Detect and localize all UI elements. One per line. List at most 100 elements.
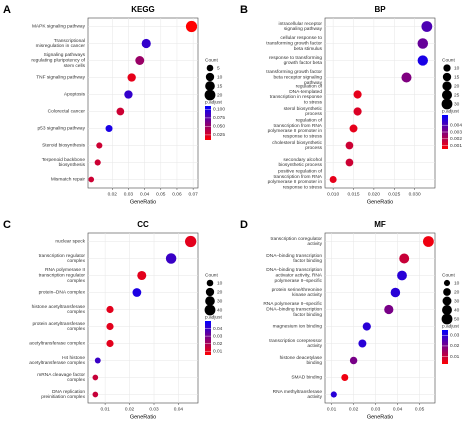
x-tick-label: 0.02 [125, 406, 135, 412]
category-label: histone acetyltransferase complex [32, 304, 86, 315]
dot [353, 107, 362, 116]
dot [341, 373, 349, 382]
dot [417, 55, 428, 66]
color-legend-title: p.adjust [205, 99, 222, 105]
x-tick-label: 0.07 [188, 191, 198, 197]
size-legend-label: 20 [217, 289, 223, 295]
x-tick-label: 0.01 [100, 406, 110, 412]
color-tick-label: 0.002 [450, 136, 462, 142]
category-label: Terpenoid backbone biosynthesis [42, 157, 86, 168]
category-label: positive regulation of transcription from… [268, 169, 323, 191]
size-legend-label: 10 [217, 74, 223, 80]
size-legend-dot [204, 304, 216, 316]
x-tick-label: 0.04 [393, 406, 403, 412]
dot [94, 357, 101, 364]
dot [417, 38, 429, 49]
category-label: transcription regulator complex [39, 253, 86, 264]
category-label: TNF signaling pathway [36, 75, 85, 81]
color-legend-title: p.adjust [205, 314, 222, 320]
dot [397, 270, 407, 281]
x-axis-label: GeneRatio [367, 199, 393, 205]
category-label: RNA polymerase II–specific DNA–binding tr… [263, 301, 322, 318]
plot-area [324, 17, 436, 189]
x-tick-label: 0.03 [371, 406, 381, 412]
x-tick-label: 0.06 [172, 191, 182, 197]
color-tick-label: 0.075 [213, 115, 225, 121]
dot [96, 142, 103, 149]
size-legend-dot [441, 98, 453, 110]
category-label: RNA polymerase II transcription regulator… [39, 267, 86, 284]
category-label: response to transforming growth factor be… [269, 55, 322, 66]
category-label: acetyltransferase complex [29, 341, 85, 347]
size-legend-label: 40 [454, 307, 460, 313]
size-legend-label: 20 [217, 92, 223, 98]
size-legend-label: 30 [217, 298, 223, 304]
x-tick-label: 0.010 [327, 191, 339, 197]
chart-title: BP [374, 5, 386, 14]
size-legend-dot [205, 287, 215, 297]
color-tick-label: 0.050 [213, 124, 225, 130]
x-tick-label: 0.04 [140, 191, 150, 197]
dot [127, 73, 136, 82]
category-label: magnesium ion binding [273, 324, 323, 330]
category-label: nuclear speck [55, 239, 85, 245]
size-legend-label: 30 [454, 298, 460, 304]
category-label: transforming growth factor beta receptor … [266, 69, 322, 86]
x-tick-label: 0.05 [156, 191, 166, 197]
size-legend-dot [443, 279, 451, 287]
size-legend-dot [442, 72, 452, 82]
dot [141, 38, 151, 49]
x-tick-label: 0.020 [368, 191, 380, 197]
dot [423, 236, 434, 247]
category-label: Signaling pathways regulating pluripotenc… [31, 52, 85, 69]
dot [362, 322, 371, 331]
size-legend-title: Count [442, 57, 455, 63]
color-tick-label: 0.03 [450, 333, 460, 339]
dot [185, 235, 197, 248]
dot [358, 339, 367, 348]
dot [88, 176, 95, 183]
x-tick-label: 0.015 [348, 191, 360, 197]
dot [106, 305, 114, 314]
color-tick-label: 0.03 [213, 333, 223, 339]
size-legend-label: 5 [217, 65, 220, 71]
size-legend-label: 30 [454, 101, 460, 107]
dot [390, 287, 401, 298]
category-label: secondary alcohol biosynthetic process [279, 157, 323, 168]
dot [92, 391, 99, 398]
size-legend-dot [441, 89, 453, 101]
x-tick-label: 0.03 [149, 406, 159, 412]
category-label: p53 signaling pathway [38, 126, 86, 132]
category-label: Apoptosis [64, 92, 86, 98]
size-legend-dot [442, 81, 452, 91]
category-label: transcription corepressor activity [269, 338, 322, 349]
color-tick-label: 0.001 [450, 143, 462, 149]
category-label: cholesterol biosynthetic process [272, 140, 322, 151]
dot [345, 141, 354, 150]
category-label: H4 histone acetyltransferase complex [29, 355, 85, 366]
category-label: Steroid biosynthesis [42, 143, 86, 149]
size-legend-label: 15 [454, 74, 460, 80]
size-legend-title: Count [205, 272, 218, 278]
x-tick-label: 0.02 [349, 406, 359, 412]
dot [92, 374, 99, 381]
size-legend-dot [204, 89, 216, 101]
dot [329, 175, 337, 184]
color-bar [442, 330, 448, 364]
size-legend-title: Count [442, 272, 455, 278]
size-legend-label: 25 [454, 92, 460, 98]
dot [401, 72, 412, 83]
x-axis-label: GeneRatio [367, 414, 393, 420]
dot [345, 158, 354, 167]
x-axis-label: GeneRatio [130, 199, 156, 205]
size-legend-dot [205, 81, 215, 91]
size-legend-dot [443, 64, 451, 72]
color-tick-label: 0.003 [450, 129, 462, 135]
x-tick-label: 0.01 [327, 406, 337, 412]
color-bar [205, 106, 211, 140]
size-legend-label: 10 [454, 280, 460, 286]
dot [116, 107, 125, 116]
size-legend-dot [206, 64, 214, 72]
size-legend-dot [441, 313, 453, 325]
